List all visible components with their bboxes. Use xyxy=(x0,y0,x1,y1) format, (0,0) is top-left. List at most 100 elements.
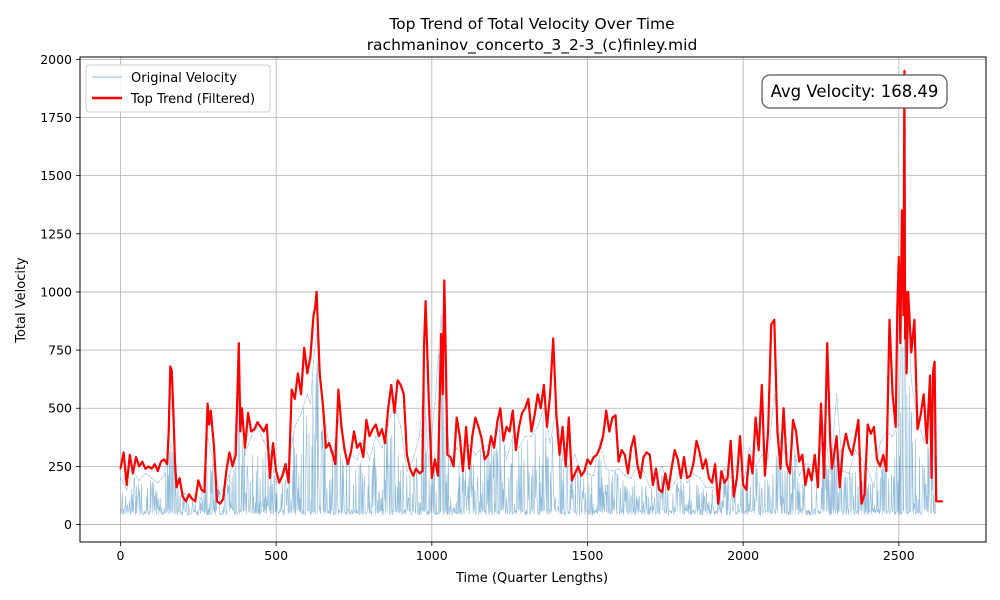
top-trend-point xyxy=(661,491,664,493)
top-trend-point xyxy=(384,442,386,444)
legend: Original Velocity Top Trend (Filtered) xyxy=(85,64,271,113)
top-trend-point xyxy=(922,393,925,396)
top-trend-point xyxy=(676,458,679,461)
original-velocity-point xyxy=(804,463,807,465)
top-trend-point xyxy=(633,435,635,437)
original-velocity-point xyxy=(157,482,159,484)
top-trend-point xyxy=(711,481,713,484)
top-trend-point xyxy=(736,477,738,479)
top-trend-point xyxy=(838,486,841,489)
top-trend-point xyxy=(188,493,190,496)
top-trend-point xyxy=(309,356,312,358)
top-trend-point xyxy=(399,384,402,386)
top-trend-point xyxy=(558,453,561,456)
top-trend-point xyxy=(374,423,377,426)
original-velocity-point xyxy=(898,423,900,426)
original-velocity-point xyxy=(761,454,763,456)
original-velocity-point xyxy=(574,454,576,456)
y-tick-label: 1750 xyxy=(40,110,72,125)
original-velocity-point xyxy=(434,402,436,405)
original-velocity-point xyxy=(711,486,713,488)
top-trend-point xyxy=(499,407,502,410)
original-velocity-point xyxy=(309,402,311,405)
original-velocity-point xyxy=(200,498,203,500)
top-trend-point xyxy=(701,467,704,470)
top-trend-point xyxy=(490,435,492,437)
original-velocity-point xyxy=(860,458,863,461)
top-trend-point xyxy=(153,463,156,465)
top-trend-point xyxy=(390,384,393,386)
top-trend-point xyxy=(611,416,614,419)
top-trend-point xyxy=(178,477,181,479)
top-trend-point xyxy=(141,460,144,463)
x-tick-label: 1500 xyxy=(572,548,604,563)
top-trend-point xyxy=(119,467,122,470)
top-trend-point xyxy=(932,370,934,372)
top-trend-point xyxy=(496,421,498,424)
top-trend-point xyxy=(642,456,645,458)
top-trend-point xyxy=(602,435,604,437)
top-trend-point xyxy=(518,426,520,428)
top-trend-point xyxy=(586,458,589,461)
original-velocity-point xyxy=(593,475,595,477)
top-trend-point xyxy=(393,412,396,414)
original-velocity-point xyxy=(443,384,445,386)
top-trend-point xyxy=(901,209,903,212)
top-trend-point xyxy=(860,502,863,505)
plot-area xyxy=(119,69,944,517)
top-trend-point xyxy=(733,495,735,498)
top-trend-point xyxy=(652,484,654,486)
top-trend-point xyxy=(132,472,134,475)
top-trend-point xyxy=(879,465,881,468)
top-trend-point xyxy=(437,474,439,477)
top-trend-point xyxy=(325,446,327,449)
top-trend-point xyxy=(135,456,137,458)
top-trend-point xyxy=(933,360,936,363)
top-trend-point xyxy=(350,451,352,454)
top-trend-point xyxy=(580,474,583,477)
top-trend-point xyxy=(185,500,187,503)
original-velocity-point xyxy=(611,470,613,472)
top-trend-point xyxy=(284,463,287,465)
top-trend-point xyxy=(764,474,766,477)
annotation-box xyxy=(761,74,948,109)
top-trend-point xyxy=(415,467,418,470)
top-trend-point xyxy=(845,433,847,435)
top-trend-point xyxy=(144,467,147,470)
top-trend-point xyxy=(807,467,810,470)
top-trend-point xyxy=(767,430,769,433)
original-velocity-point xyxy=(543,407,545,409)
original-velocity-point xyxy=(755,465,757,468)
top-trend-point xyxy=(328,442,330,444)
top-trend-point xyxy=(617,460,620,463)
top-trend-point xyxy=(147,465,150,468)
top-trend-point xyxy=(938,500,941,503)
top-trend-point xyxy=(468,467,470,470)
original-velocity-point xyxy=(151,477,153,479)
grid xyxy=(80,57,986,542)
top-trend-point xyxy=(343,449,346,451)
top-trend-point xyxy=(175,486,178,489)
top-trend-point xyxy=(761,384,763,386)
top-trend-point xyxy=(673,449,676,451)
top-trend-point xyxy=(424,300,427,303)
top-trend-point xyxy=(502,440,505,442)
original-velocity-point xyxy=(300,412,302,414)
top-trend-point xyxy=(239,430,242,433)
top-trend-point xyxy=(471,435,474,437)
top-trend-point xyxy=(549,393,551,396)
top-trend-point xyxy=(465,426,467,428)
original-velocity-point xyxy=(618,468,620,470)
top-trend-point xyxy=(474,416,477,419)
top-trend-point xyxy=(930,477,933,479)
original-velocity-point xyxy=(748,447,750,449)
top-trend-point xyxy=(353,430,355,433)
top-trend-point xyxy=(483,458,486,461)
top-trend-point xyxy=(929,374,931,377)
top-trend-point xyxy=(160,460,162,463)
top-trend-point xyxy=(781,435,783,437)
top-trend-point xyxy=(555,414,558,417)
top-trend-point xyxy=(614,414,617,417)
top-trend-point xyxy=(122,451,125,454)
top-trend-point xyxy=(664,472,667,475)
